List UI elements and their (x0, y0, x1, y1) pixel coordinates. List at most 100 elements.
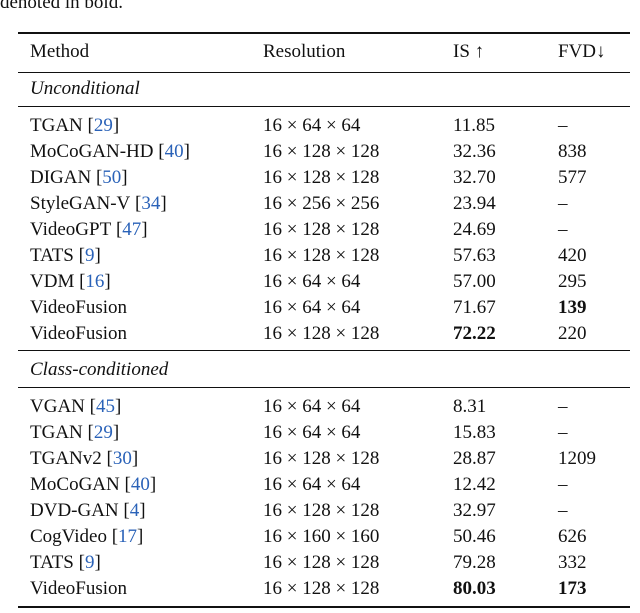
resolution-cell: 16 × 128 × 128 (263, 141, 380, 162)
resolution-cell: 16 × 128 × 128 (263, 448, 380, 469)
method-name: VideoFusion (30, 297, 128, 318)
fvd-cell: – (558, 474, 568, 495)
caption-fragment: denoted in bold. (0, 0, 123, 13)
is-cell: 32.97 (453, 500, 496, 521)
resolution-cell: 16 × 64 × 64 (263, 422, 361, 443)
is-cell: 57.00 (453, 271, 496, 292)
section-title: Unconditional (30, 78, 140, 99)
method-name: CogVideo (30, 526, 107, 547)
citation: [9] (78, 245, 101, 266)
citation: [40] (124, 474, 157, 495)
method-cell: TGAN [29] (30, 422, 119, 444)
method-cell: DIGAN [50] (30, 167, 128, 189)
resolution-cell: 16 × 64 × 64 (263, 115, 361, 136)
is-cell: 23.94 (453, 193, 496, 214)
fvd-cell: 626 (558, 526, 587, 547)
resolution-cell: 16 × 64 × 64 (263, 271, 361, 292)
is-cell: 11.85 (453, 115, 496, 136)
fvd-cell: – (558, 193, 568, 214)
resolution-cell: 16 × 128 × 128 (263, 552, 380, 573)
header-fvd: FVD↓ (558, 41, 606, 62)
resolution-cell: 16 × 256 × 256 (263, 193, 380, 214)
method-cell: VideoFusion (30, 323, 127, 345)
fvd-cell: – (558, 500, 568, 521)
fvd-cell: 1209 (558, 448, 596, 469)
method-cell: VDM [16] (30, 271, 111, 293)
fvd-cell: – (558, 422, 568, 443)
rule (18, 387, 630, 388)
is-cell: 79.28 (453, 552, 496, 573)
citation: [40] (158, 141, 190, 162)
method-name: DIGAN (30, 167, 92, 188)
method-name: VDM (30, 271, 75, 292)
method-cell: TATS [9] (30, 245, 101, 267)
method-cell: VideoGPT [47] (30, 219, 148, 241)
is-cell: 72.22 (453, 323, 496, 344)
method-name: TGANv2 (30, 448, 102, 469)
citation: [16] (79, 271, 111, 292)
method-cell: TGAN [29] (30, 115, 119, 137)
method-name: VideoFusion (30, 578, 128, 599)
resolution-cell: 16 × 64 × 64 (263, 396, 361, 417)
citation: [9] (78, 552, 101, 573)
fvd-cell: – (558, 115, 568, 136)
is-cell: 32.70 (453, 167, 496, 188)
fvd-cell: 220 (558, 323, 587, 344)
citation: [4] (123, 500, 146, 521)
header-resolution: Resolution (263, 41, 346, 62)
resolution-cell: 16 × 128 × 128 (263, 578, 380, 599)
header-is: IS ↑ (453, 41, 485, 62)
resolution-cell: 16 × 160 × 160 (263, 526, 380, 547)
method-cell: CogVideo [17] (30, 526, 143, 548)
fvd-cell: 332 (558, 552, 587, 573)
top-rule (18, 32, 630, 34)
section-title: Class-conditioned (30, 359, 169, 380)
is-cell: 32.36 (453, 141, 496, 162)
method-name: VGAN (30, 396, 85, 417)
method-name: TGAN (30, 422, 83, 443)
resolution-cell: 16 × 128 × 128 (263, 219, 380, 240)
method-name: MoCoGAN (30, 474, 120, 495)
fvd-cell: 420 (558, 245, 587, 266)
resolution-cell: 16 × 64 × 64 (263, 297, 361, 318)
method-name: MoCoGAN-HD (30, 141, 154, 162)
fvd-cell: – (558, 219, 568, 240)
rule (18, 606, 630, 608)
method-name: TATS (30, 552, 74, 573)
fvd-cell: 838 (558, 141, 587, 162)
fvd-cell: 139 (558, 297, 587, 318)
method-cell: VideoFusion (30, 578, 127, 600)
rule (18, 106, 630, 107)
citation: [30] (106, 448, 139, 469)
method-cell: MoCoGAN-HD [40] (30, 141, 190, 163)
header-method: Method (30, 41, 90, 62)
resolution-cell: 16 × 128 × 128 (263, 245, 380, 266)
method-cell: StyleGAN-V [34] (30, 193, 167, 215)
is-cell: 12.42 (453, 474, 496, 495)
is-cell: 24.69 (453, 219, 496, 240)
resolution-cell: 16 × 128 × 128 (263, 500, 380, 521)
citation: [29] (87, 115, 120, 136)
method-name: VideoFusion (30, 323, 128, 344)
method-name: DVD-GAN (30, 500, 119, 521)
citation: [47] (115, 219, 148, 240)
method-cell: MoCoGAN [40] (30, 474, 156, 496)
is-cell: 28.87 (453, 448, 496, 469)
is-cell: 80.03 (453, 578, 496, 599)
method-cell: TGANv2 [30] (30, 448, 138, 470)
is-cell: 8.31 (453, 396, 487, 417)
citation: [29] (87, 422, 120, 443)
resolution-cell: 16 × 128 × 128 (263, 323, 380, 344)
citation: [50] (95, 167, 128, 188)
method-cell: VGAN [45] (30, 396, 121, 418)
fvd-cell: 577 (558, 167, 587, 188)
method-cell: DVD-GAN [4] (30, 500, 146, 522)
resolution-cell: 16 × 128 × 128 (263, 167, 380, 188)
header-rule (18, 72, 630, 73)
method-name: VideoGPT (30, 219, 112, 240)
method-name: StyleGAN-V (30, 193, 131, 214)
is-cell: 57.63 (453, 245, 496, 266)
fvd-cell: 173 (558, 578, 587, 599)
method-cell: TATS [9] (30, 552, 101, 574)
